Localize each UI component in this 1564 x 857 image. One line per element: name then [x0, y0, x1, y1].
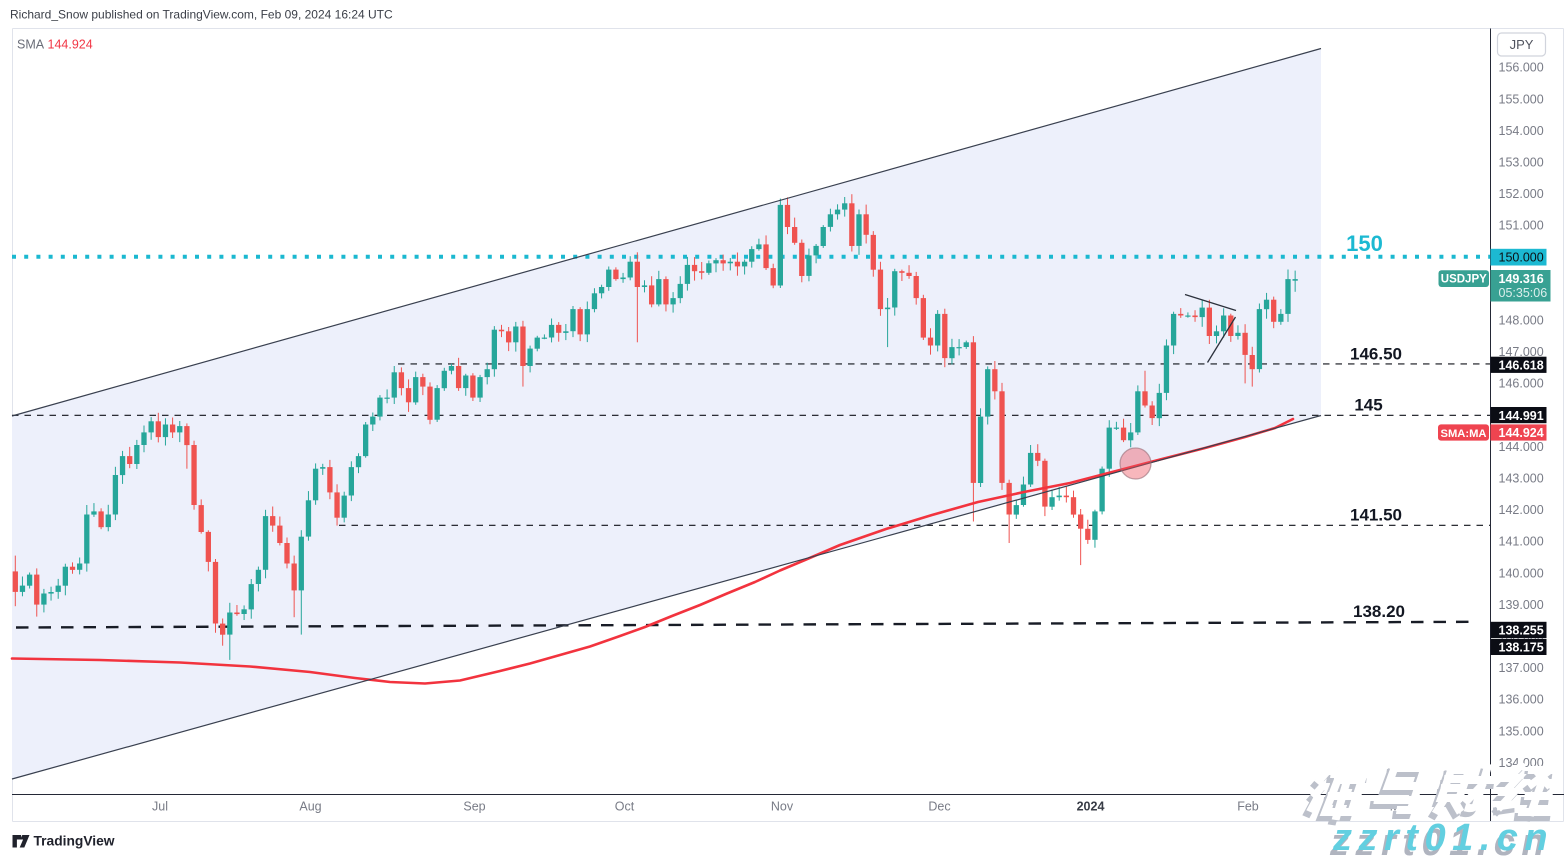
svg-text:138.175: 138.175: [1499, 641, 1544, 655]
svg-text:Aug: Aug: [299, 800, 321, 814]
svg-text:TradingView: TradingView: [34, 834, 115, 849]
svg-text:Jul: Jul: [152, 800, 168, 814]
svg-text:2024: 2024: [1077, 800, 1105, 814]
svg-text:136.000: 136.000: [1499, 693, 1544, 707]
svg-text:135.000: 135.000: [1499, 724, 1544, 738]
svg-text:SMA:MA: SMA:MA: [1441, 428, 1487, 440]
svg-text:142.000: 142.000: [1499, 503, 1544, 517]
svg-text:zzrt01.cn: zzrt01.cn: [1329, 822, 1551, 857]
svg-text:147.000: 147.000: [1499, 345, 1544, 359]
svg-text:05:35:06: 05:35:06: [1499, 286, 1548, 300]
svg-text:Richard_Snow published on Trad: Richard_Snow published on TradingView.co…: [10, 8, 393, 22]
svg-text:SMA: SMA: [17, 38, 45, 52]
svg-text:146.000: 146.000: [1499, 377, 1544, 391]
svg-text:150: 150: [1346, 231, 1383, 256]
svg-text:137.000: 137.000: [1499, 661, 1544, 675]
svg-text:151.000: 151.000: [1499, 219, 1544, 233]
svg-text:155.000: 155.000: [1499, 92, 1544, 106]
svg-text:143.000: 143.000: [1499, 472, 1544, 486]
svg-text:Sep: Sep: [463, 800, 485, 814]
svg-text:Dec: Dec: [928, 800, 950, 814]
svg-text:144.924: 144.924: [1499, 426, 1544, 440]
svg-text:JPY: JPY: [1510, 37, 1534, 52]
svg-text:Oct: Oct: [615, 800, 635, 814]
svg-text:150.000: 150.000: [1499, 251, 1544, 265]
svg-text:141.50: 141.50: [1350, 506, 1402, 525]
svg-text:USDJPY: USDJPY: [1441, 274, 1487, 286]
svg-text:zzrt01.cn: zzrt01.cn: [1332, 817, 1554, 857]
svg-text:138.255: 138.255: [1499, 624, 1544, 638]
svg-text:138.20: 138.20: [1353, 602, 1405, 621]
svg-text:140.000: 140.000: [1499, 566, 1544, 580]
svg-text:154.000: 154.000: [1499, 124, 1544, 138]
svg-text:149.316: 149.316: [1499, 272, 1544, 286]
svg-text:144.991: 144.991: [1499, 409, 1544, 423]
svg-text:145: 145: [1354, 396, 1382, 415]
svg-text:146.50: 146.50: [1350, 345, 1402, 364]
svg-text:Feb: Feb: [1237, 800, 1259, 814]
svg-text:144.000: 144.000: [1499, 440, 1544, 454]
svg-text:141.000: 141.000: [1499, 535, 1544, 549]
svg-text:152.000: 152.000: [1499, 187, 1544, 201]
svg-text:144.924: 144.924: [48, 38, 93, 52]
svg-text:146.618: 146.618: [1499, 359, 1544, 373]
svg-text:156.000: 156.000: [1499, 61, 1544, 75]
svg-text:Nov: Nov: [771, 800, 794, 814]
svg-text:139.000: 139.000: [1499, 598, 1544, 612]
svg-text:148.000: 148.000: [1499, 314, 1544, 328]
svg-text:153.000: 153.000: [1499, 156, 1544, 170]
